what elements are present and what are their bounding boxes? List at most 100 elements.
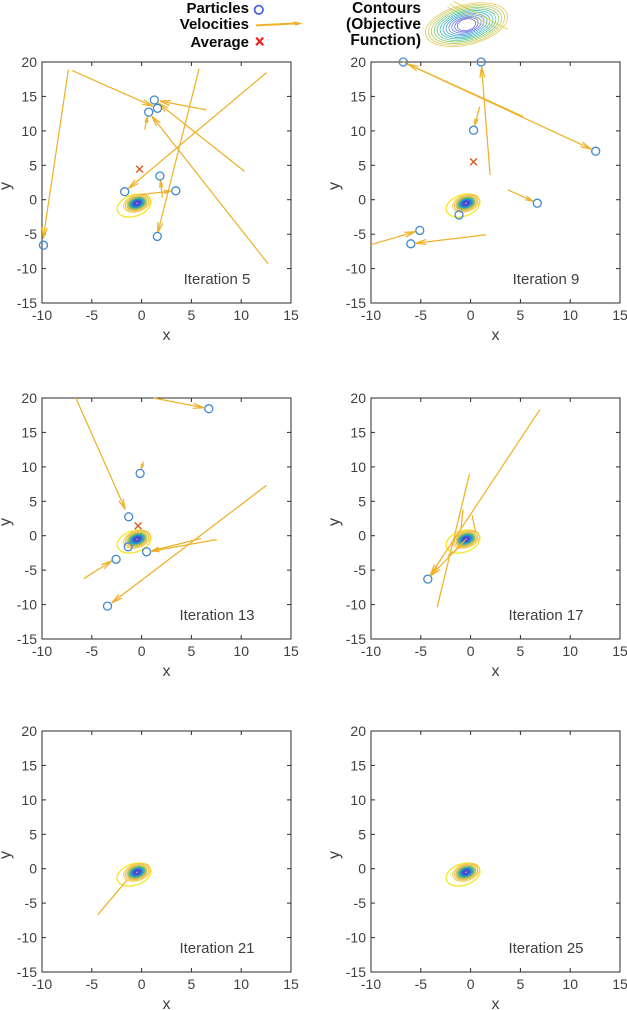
svg-text:10: 10: [562, 976, 578, 992]
svg-text:-10: -10: [32, 307, 52, 323]
svg-text:15: 15: [612, 643, 627, 659]
svg-text:Iteration 13: Iteration 13: [179, 607, 254, 624]
svg-text:10: 10: [21, 123, 37, 139]
svg-text:x: x: [492, 327, 500, 344]
svg-text:10: 10: [233, 643, 249, 659]
svg-text:-5: -5: [86, 643, 99, 659]
svg-text:y: y: [0, 851, 14, 859]
svg-text:-10: -10: [346, 930, 366, 946]
svg-text:15: 15: [612, 307, 627, 323]
svg-text:0: 0: [467, 976, 475, 992]
svg-text:-10: -10: [361, 307, 381, 323]
svg-text:5: 5: [188, 643, 196, 659]
svg-text:Average: Average: [190, 34, 249, 51]
svg-text:5: 5: [29, 493, 37, 509]
svg-text:Iteration 17: Iteration 17: [508, 607, 583, 624]
svg-text:5: 5: [517, 307, 525, 323]
svg-text:20: 20: [21, 390, 37, 406]
svg-text:5: 5: [517, 976, 525, 992]
svg-text:-15: -15: [346, 631, 366, 647]
svg-text:20: 20: [21, 723, 37, 739]
svg-text:y: y: [326, 182, 343, 190]
svg-text:-15: -15: [346, 964, 366, 980]
svg-text:5: 5: [358, 493, 366, 509]
svg-text:-5: -5: [25, 895, 38, 911]
svg-text:20: 20: [21, 54, 37, 70]
svg-text:15: 15: [21, 88, 37, 104]
svg-text:15: 15: [283, 976, 299, 992]
svg-text:-5: -5: [25, 226, 38, 242]
svg-text:10: 10: [350, 123, 366, 139]
svg-text:y: y: [0, 518, 14, 526]
svg-text:10: 10: [233, 307, 249, 323]
svg-text:Iteration 21: Iteration 21: [179, 940, 254, 957]
svg-text:15: 15: [350, 424, 366, 440]
svg-text:10: 10: [562, 643, 578, 659]
svg-text:x: x: [492, 996, 500, 1010]
svg-text:-10: -10: [17, 930, 37, 946]
svg-text:-5: -5: [415, 976, 428, 992]
svg-text:(Objective: (Objective: [346, 16, 421, 33]
svg-text:-10: -10: [361, 976, 381, 992]
svg-text:x: x: [163, 663, 171, 680]
svg-text:-5: -5: [354, 226, 367, 242]
svg-text:-10: -10: [346, 261, 366, 277]
svg-text:-10: -10: [17, 261, 37, 277]
svg-text:0: 0: [467, 307, 475, 323]
svg-text:5: 5: [358, 157, 366, 173]
svg-text:-5: -5: [415, 643, 428, 659]
svg-text:15: 15: [350, 757, 366, 773]
svg-text:Iteration 9: Iteration 9: [513, 271, 580, 288]
svg-text:15: 15: [612, 976, 627, 992]
svg-text:20: 20: [350, 723, 366, 739]
svg-text:x: x: [163, 327, 171, 344]
svg-text:Iteration 5: Iteration 5: [184, 271, 251, 288]
svg-text:5: 5: [29, 157, 37, 173]
svg-text:0: 0: [467, 643, 475, 659]
svg-text:y: y: [326, 851, 343, 859]
svg-text:0: 0: [138, 976, 146, 992]
svg-text:10: 10: [233, 976, 249, 992]
svg-text:20: 20: [350, 54, 366, 70]
svg-text:15: 15: [21, 424, 37, 440]
svg-text:15: 15: [283, 307, 299, 323]
svg-text:-5: -5: [354, 895, 367, 911]
svg-text:0: 0: [138, 643, 146, 659]
svg-text:-10: -10: [32, 976, 52, 992]
svg-text:Velocities: Velocities: [180, 16, 249, 33]
svg-text:0: 0: [138, 307, 146, 323]
svg-text:10: 10: [350, 459, 366, 475]
svg-text:0: 0: [358, 861, 366, 877]
svg-text:Function): Function): [350, 32, 421, 49]
svg-text:-5: -5: [86, 976, 99, 992]
svg-text:Contours: Contours: [352, 0, 421, 17]
svg-text:-15: -15: [17, 631, 37, 647]
svg-text:15: 15: [21, 757, 37, 773]
svg-text:0: 0: [29, 192, 37, 208]
svg-text:0: 0: [358, 528, 366, 544]
svg-text:0: 0: [29, 528, 37, 544]
svg-text:-10: -10: [361, 643, 381, 659]
svg-text:y: y: [0, 182, 14, 190]
svg-text:5: 5: [188, 307, 196, 323]
svg-text:-5: -5: [25, 562, 38, 578]
svg-text:10: 10: [21, 459, 37, 475]
svg-text:x: x: [163, 996, 171, 1010]
svg-text:15: 15: [283, 643, 299, 659]
svg-text:0: 0: [29, 861, 37, 877]
svg-text:5: 5: [29, 826, 37, 842]
svg-text:-10: -10: [32, 643, 52, 659]
svg-text:0: 0: [358, 192, 366, 208]
svg-text:Particles: Particles: [186, 0, 249, 17]
svg-text:-15: -15: [17, 964, 37, 980]
svg-text:x: x: [492, 663, 500, 680]
svg-text:20: 20: [350, 390, 366, 406]
svg-text:-5: -5: [415, 307, 428, 323]
svg-text:5: 5: [517, 643, 525, 659]
svg-text:-15: -15: [346, 295, 366, 311]
svg-text:5: 5: [188, 976, 196, 992]
svg-text:15: 15: [350, 88, 366, 104]
svg-text:-10: -10: [346, 597, 366, 613]
svg-text:-10: -10: [17, 597, 37, 613]
svg-text:10: 10: [350, 792, 366, 808]
